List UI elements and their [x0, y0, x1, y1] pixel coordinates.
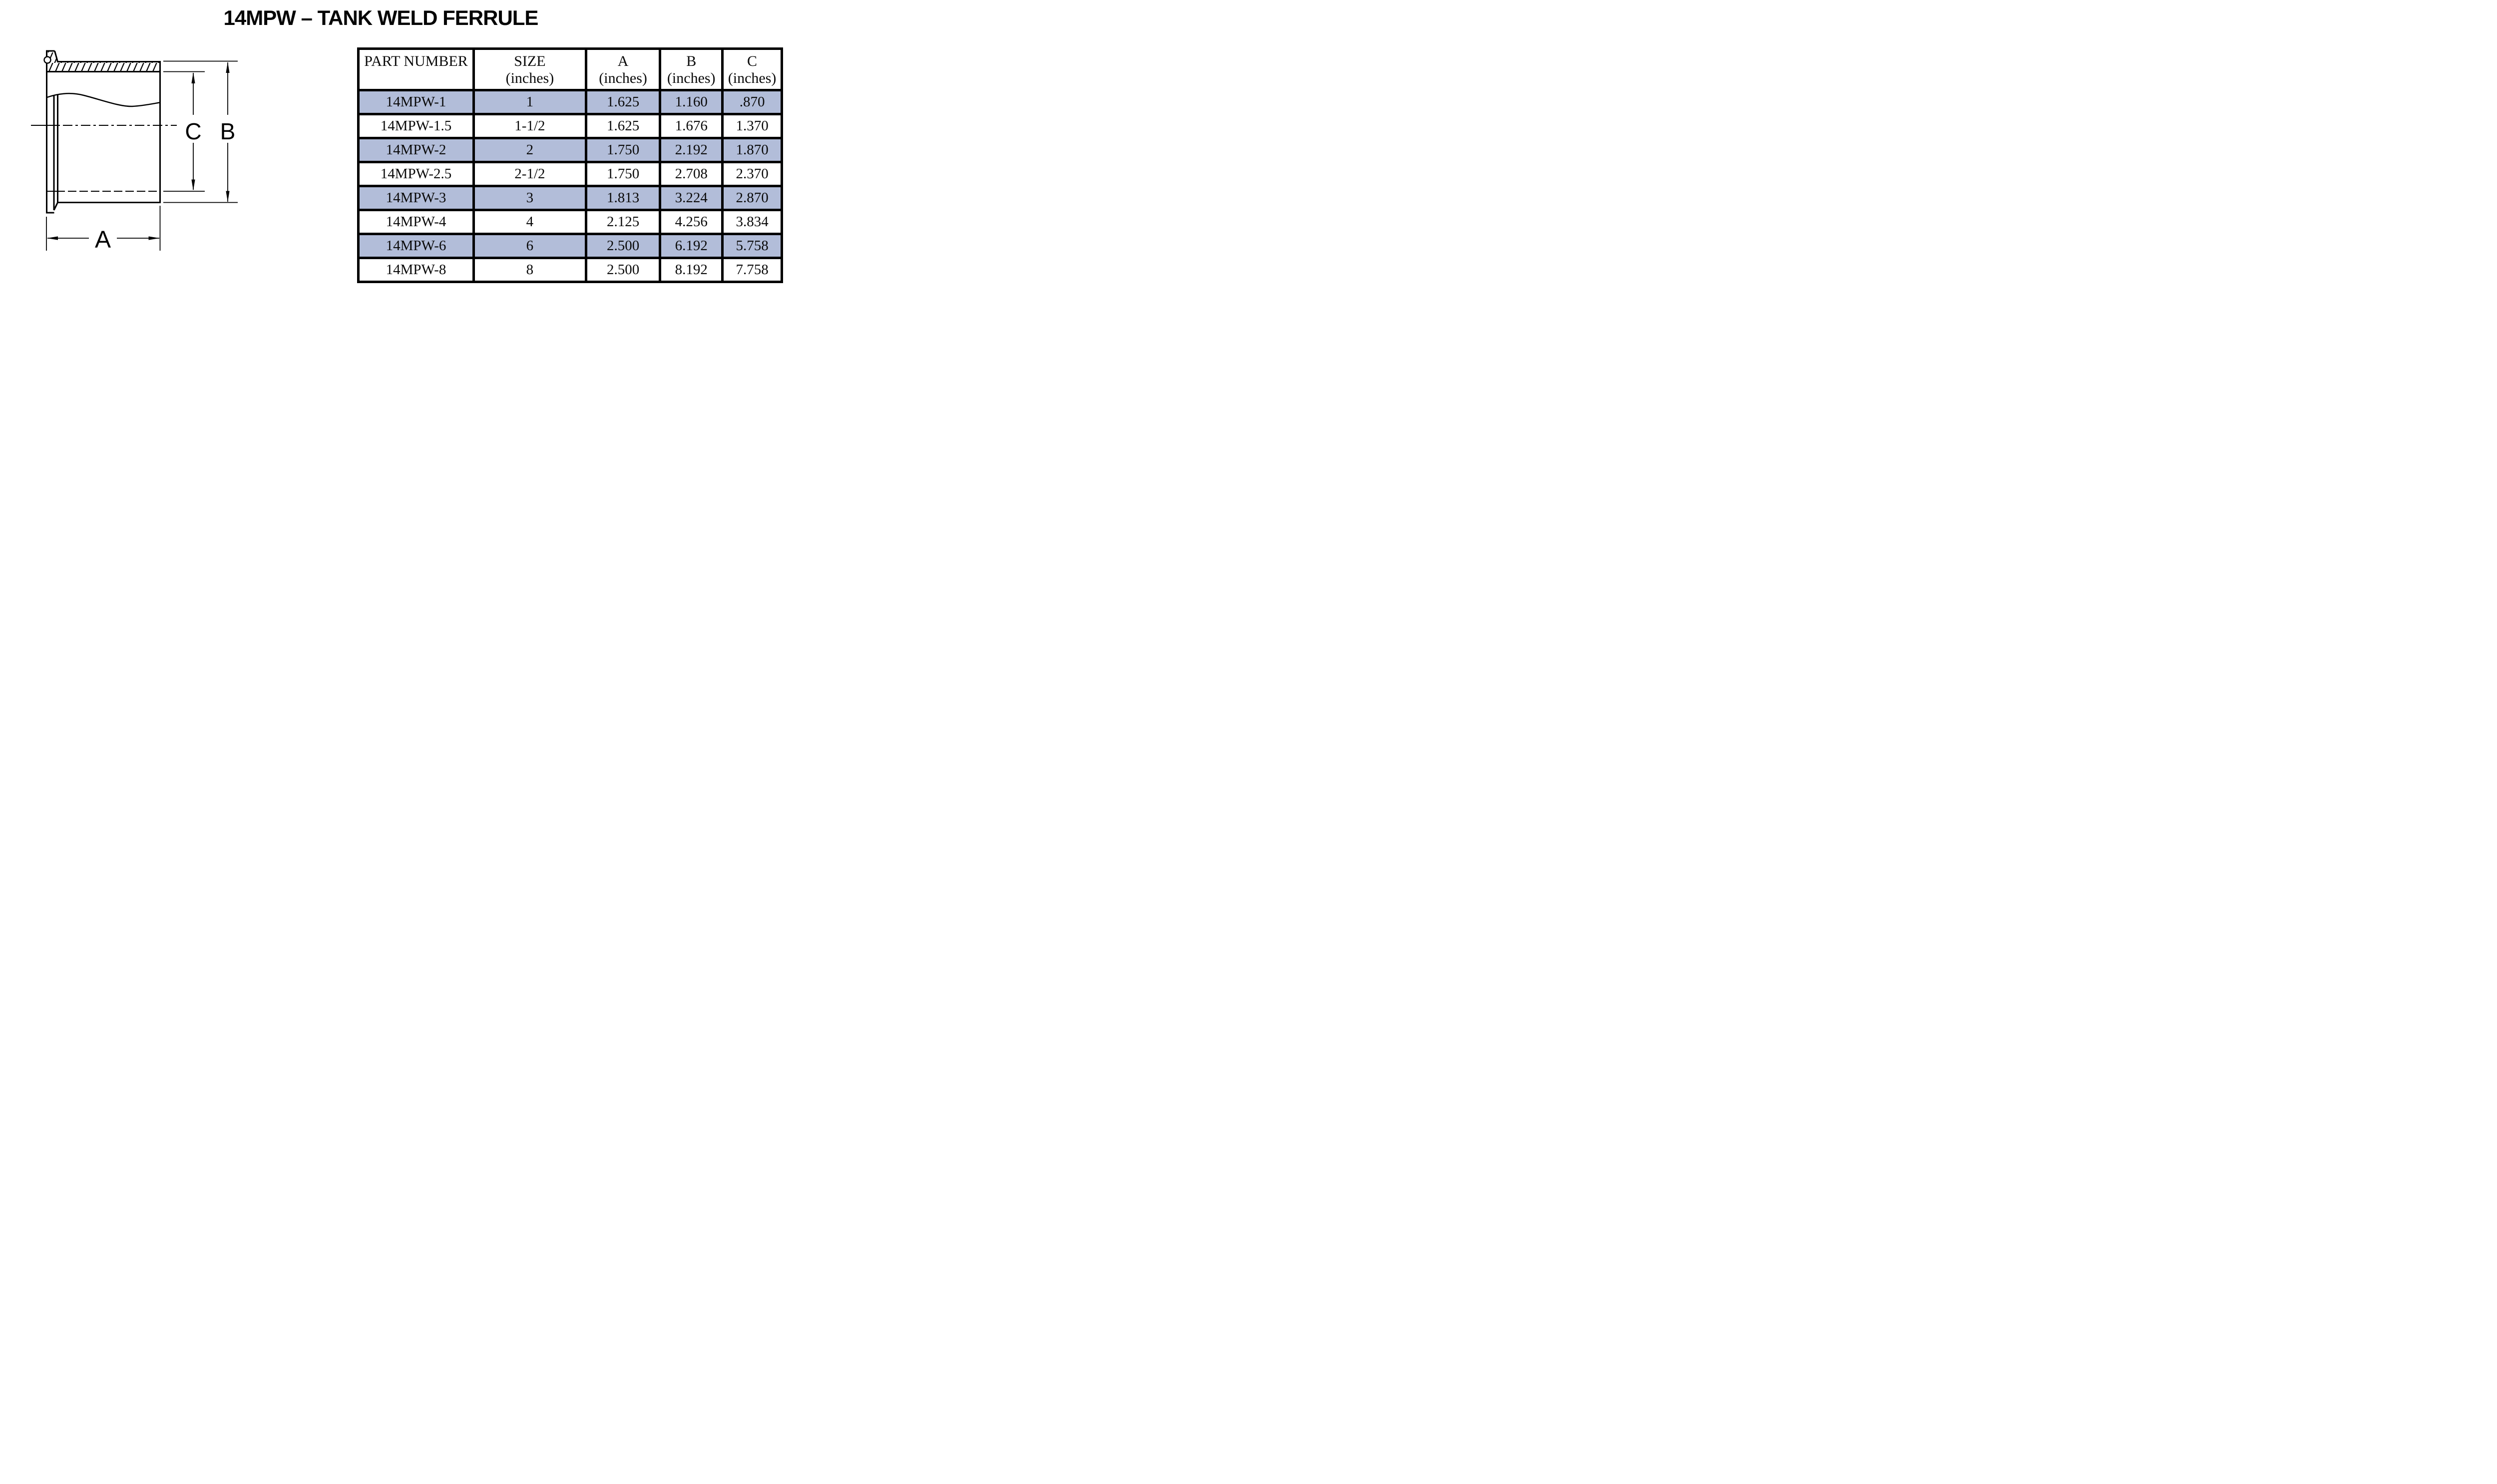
cell-part: 14MPW-2.5: [357, 161, 475, 187]
cell-b: 3.224: [659, 185, 724, 211]
cell-a: 1.625: [584, 113, 662, 139]
cell-c: 1.370: [721, 113, 783, 139]
cell-a: 1.750: [584, 161, 662, 187]
ferrule-cross-section: C B A: [31, 50, 238, 253]
spec-table: PART NUMBER SIZE (inches) A (inches) B (…: [357, 47, 783, 283]
cell-b: 2.192: [659, 137, 724, 163]
cell-part: 14MPW-2: [357, 137, 475, 163]
cell-size: 6: [472, 233, 587, 259]
cell-size: 3: [472, 185, 587, 211]
col-header-b: B (inches): [659, 47, 724, 91]
cell-c: 7.758: [721, 257, 783, 283]
table-row: 14MPW-1.5 1-1/2 1.625 1.676 1.370: [357, 113, 783, 139]
cell-c: 1.870: [721, 137, 783, 163]
col-header-c: C (inches): [721, 47, 783, 91]
table-row: 14MPW-3 3 1.813 3.224 2.870: [357, 185, 783, 211]
weld-band-hatch: [46, 51, 159, 71]
cell-a: 2.500: [584, 257, 662, 283]
dim-c-arrow-up: [191, 72, 195, 83]
cell-size: 2-1/2: [472, 161, 587, 187]
cell-c: 3.834: [721, 209, 783, 235]
cell-c: 2.870: [721, 185, 783, 211]
cell-b: 2.708: [659, 161, 724, 187]
cell-part: 14MPW-8: [357, 257, 475, 283]
dim-a-arrow-left: [47, 236, 58, 240]
table-row: 14MPW-4 4 2.125 4.256 3.834: [357, 209, 783, 235]
cell-a: 1.750: [584, 137, 662, 163]
flange-top-bevel: [54, 50, 58, 62]
cell-size: 1: [472, 89, 587, 115]
dim-label-a: A: [95, 227, 111, 253]
table-row: 14MPW-1 1 1.625 1.160.870: [357, 89, 783, 115]
spec-table-body: 14MPW-1 1 1.625 1.160.870 14MPW-1.5 1-1/2 1.62…: [357, 89, 783, 283]
dim-label-b: B: [220, 118, 236, 144]
cell-a: 2.125: [584, 209, 662, 235]
dim-b-arrow-up: [226, 62, 230, 73]
ferrule-diagram: C B A: [0, 0, 260, 291]
cell-size: 1-1/2: [472, 113, 587, 139]
cell-b: 6.192: [659, 233, 724, 259]
cell-part: 14MPW-6: [357, 233, 475, 259]
cell-part: 14MPW-1.5: [357, 113, 475, 139]
cell-b: 8.192: [659, 257, 724, 283]
cell-b: 4.256: [659, 209, 724, 235]
gasket-groove: [43, 56, 51, 64]
cell-part: 14MPW-1: [357, 89, 475, 115]
table-row: 14MPW-6 6 2.500 6.192 5.758: [357, 233, 783, 259]
table-row: 14MPW-2 2 1.750 2.192 1.870: [357, 137, 783, 163]
page-title: 14MPW – TANK WELD FERRULE: [223, 6, 539, 29]
table-row: 14MPW-2.5 2-1/2 1.750 2.708 2.370: [357, 161, 783, 187]
dim-b-arrow-down: [226, 191, 230, 202]
cell-b: 1.676: [659, 113, 724, 139]
cell-part: 14MPW-3: [357, 185, 475, 211]
spec-table-header: PART NUMBER SIZE (inches) A (inches) B (…: [357, 47, 783, 91]
col-header-size: SIZE (inches): [472, 47, 587, 91]
cell-a: 1.813: [584, 185, 662, 211]
cell-c: .870: [721, 89, 783, 115]
cell-part: 14MPW-4: [357, 209, 475, 235]
cell-b: 1.160: [659, 89, 724, 115]
cell-size: 4: [472, 209, 587, 235]
dim-a-arrow-right: [148, 236, 160, 240]
cell-a: 2.500: [584, 233, 662, 259]
col-header-part-number: PART NUMBER: [357, 47, 475, 91]
table-row: 14MPW-8 8 2.500 8.192 7.758: [357, 257, 783, 283]
cell-size: 8: [472, 257, 587, 283]
break-line: [46, 92, 160, 107]
col-header-a: A (inches): [584, 47, 662, 91]
cell-a: 1.625: [584, 89, 662, 115]
cell-c: 5.758: [721, 233, 783, 259]
dim-label-c: C: [185, 118, 201, 144]
dim-c-arrow-down: [191, 179, 195, 191]
cell-size: 2: [472, 137, 587, 163]
cell-c: 2.370: [721, 161, 783, 187]
